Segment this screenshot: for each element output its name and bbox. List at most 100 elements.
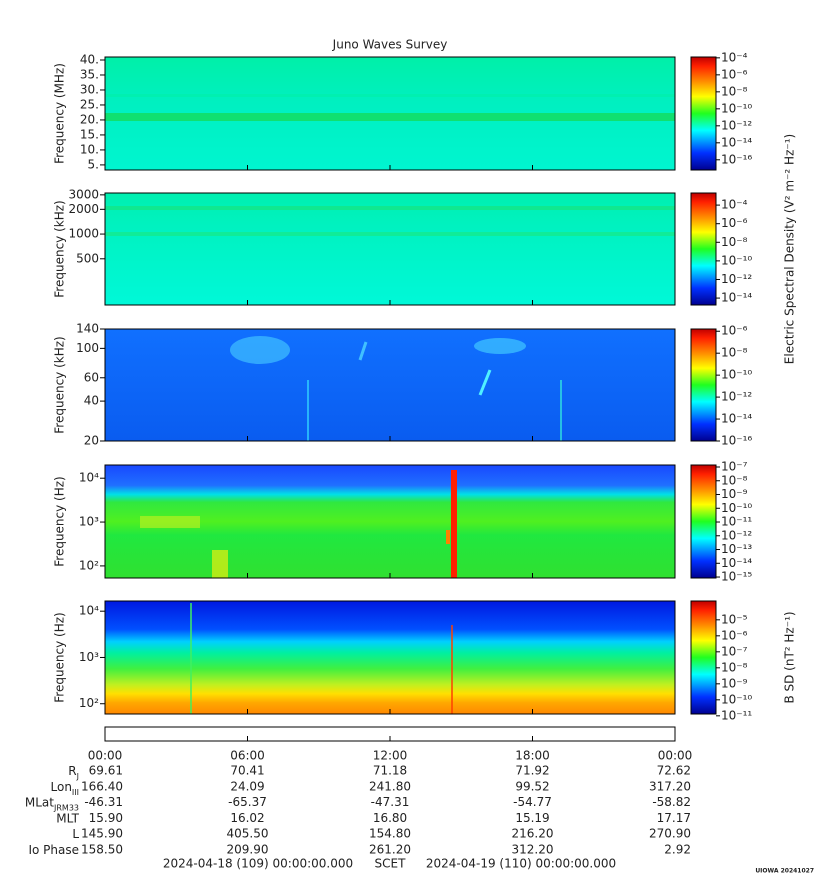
spectral-feature — [105, 232, 675, 236]
y-tick-label: 10. — [80, 142, 99, 156]
spectral-feature — [140, 516, 200, 528]
y-tick-label: 15. — [80, 127, 99, 141]
y-tick-label: 10³ — [79, 515, 99, 529]
spectral-feature — [474, 338, 526, 354]
spectral-feature — [105, 206, 675, 210]
colorbar-tick-label: 10⁻¹⁴ — [721, 556, 752, 570]
row-value: 15.19 — [515, 811, 549, 825]
y-axis-label: Frequency (MHz) — [53, 63, 67, 164]
row-label-text: L — [72, 827, 79, 841]
colorbar-tick-label: 10⁻¹⁰ — [721, 692, 752, 706]
row-value: 16.02 — [230, 811, 264, 825]
colorbar-tick-label: 10⁻⁴ — [721, 198, 748, 212]
colorbar — [690, 600, 717, 715]
spectral-feature — [230, 336, 290, 364]
colorbar-tick-label: 10⁻¹⁴ — [721, 412, 752, 426]
colorbar-tick-label: 10⁻¹⁰ — [721, 501, 752, 515]
footer-credit: UIOWA 20241027 — [755, 868, 814, 875]
colorbar-label: B SD (nT² Hz⁻¹) — [783, 611, 797, 703]
row-value: 145.90 — [81, 827, 123, 841]
row-value: 71.18 — [373, 764, 407, 778]
y-tick-label: 2000 — [68, 202, 99, 216]
colorbar-label: Electric Spectral Density (V² m⁻² Hz⁻¹) — [783, 134, 797, 364]
row-label-sub: JRM33 — [53, 803, 79, 812]
row-value: 270.90 — [649, 827, 691, 841]
y-tick-label: 1000 — [68, 227, 99, 241]
y-tick-label: 500 — [76, 251, 99, 265]
row-value: 2.92 — [664, 843, 691, 857]
row-value: 158.50 — [81, 843, 123, 857]
y-tick-label: 30. — [80, 82, 99, 96]
y-tick-label: 10³ — [79, 650, 99, 664]
x-tick-label: 06:00 — [230, 749, 265, 763]
colorbar-tick-label: 10⁻¹³ — [721, 542, 752, 556]
colorbar-tick-label: 10⁻⁷ — [721, 644, 748, 658]
chart-title: Juno Waves Survey — [332, 38, 448, 52]
row-value: 17.17 — [657, 811, 691, 825]
colorbar-tick-label: 10⁻¹¹ — [721, 515, 752, 529]
colorbar-tick-label: 10⁻¹⁰ — [721, 253, 752, 267]
row-value: 71.92 — [515, 764, 549, 778]
y-tick-label: 100 — [76, 341, 99, 355]
spectral-feature — [212, 550, 228, 578]
spectral-feature — [451, 470, 457, 578]
row-value: 154.80 — [369, 827, 411, 841]
colorbar — [690, 328, 717, 442]
colorbar-tick-label: 10⁻¹⁶ — [721, 152, 752, 166]
row-value: 99.52 — [515, 779, 549, 793]
colorbar-tick-label: 10⁻⁴ — [721, 50, 748, 64]
colorbar-tick-label: 10⁻⁸ — [721, 346, 748, 360]
row-label: LonIII — [51, 779, 80, 796]
colorbar-tick-label: 10⁻⁸ — [721, 235, 748, 249]
y-axis-label: Frequency (kHz) — [53, 200, 67, 297]
colorbar-tick-label: 10⁻⁷ — [721, 460, 748, 474]
x-tick-label: 18:00 — [515, 749, 550, 763]
row-value: 15.90 — [89, 811, 123, 825]
row-label-text: MLT — [56, 811, 79, 825]
spectral-feature — [105, 94, 675, 97]
colorbar-tick-label: 10⁻⁸ — [721, 660, 748, 674]
spectral-feature — [446, 530, 450, 544]
row-value: 241.80 — [369, 779, 411, 793]
footer-middle: SCET — [375, 857, 407, 871]
colorbar-tick-label: 10⁻¹² — [721, 272, 752, 286]
row-value: 16.80 — [373, 811, 407, 825]
colorbar-tick-label: 10⁻¹⁴ — [721, 135, 752, 149]
colorbar-tick-label: 10⁻¹² — [721, 528, 752, 542]
row-value: 69.61 — [89, 764, 123, 778]
y-axis-label: Frequency (Hz) — [53, 612, 67, 703]
row-value: 166.40 — [81, 779, 123, 793]
row-value: -46.31 — [84, 795, 123, 809]
row-label-text: R — [68, 764, 76, 778]
y-tick-label: 35. — [80, 67, 99, 81]
y-tick-label: 5. — [88, 157, 99, 171]
row-value: 24.09 — [230, 779, 264, 793]
footer-start: 2024-04-18 (109) 00:00:00.000 — [163, 857, 353, 871]
spectrogram — [105, 193, 675, 305]
colorbar-tick-label: 10⁻¹² — [721, 390, 752, 404]
colorbar — [690, 192, 717, 306]
y-tick-label: 20 — [84, 434, 99, 448]
colorbar-tick-label: 10⁻¹⁰ — [721, 101, 752, 115]
row-value: -58.82 — [652, 795, 691, 809]
colorbar-tick-label: 10⁻⁸ — [721, 473, 748, 487]
row-value: 216.20 — [512, 827, 554, 841]
colorbar-tick-label: 10⁻¹¹ — [721, 708, 752, 722]
row-label-sub: J — [76, 772, 79, 781]
row-label-text: Io Phase — [28, 843, 79, 857]
x-tick-label: 00:00 — [88, 749, 123, 763]
y-axis-label: Frequency (kHz) — [53, 336, 67, 433]
colorbar-tick-label: 10⁻¹² — [721, 118, 752, 132]
colorbar-tick-label: 10⁻¹⁰ — [721, 368, 752, 382]
spectrogram — [105, 601, 675, 714]
colorbar — [690, 56, 717, 171]
row-value: 261.20 — [369, 843, 411, 857]
y-axis-label: Frequency (Hz) — [53, 476, 67, 567]
row-label: Io Phase — [28, 843, 79, 857]
row-label-text: MLat — [25, 795, 54, 809]
y-tick-label: 40 — [84, 394, 99, 408]
y-tick-label: 20. — [80, 112, 99, 126]
colorbar-tick-label: 10⁻¹⁶ — [721, 434, 752, 448]
colorbar-tick-label: 10⁻⁶ — [721, 324, 748, 338]
colorbar-tick-label: 10⁻¹⁴ — [721, 291, 752, 305]
